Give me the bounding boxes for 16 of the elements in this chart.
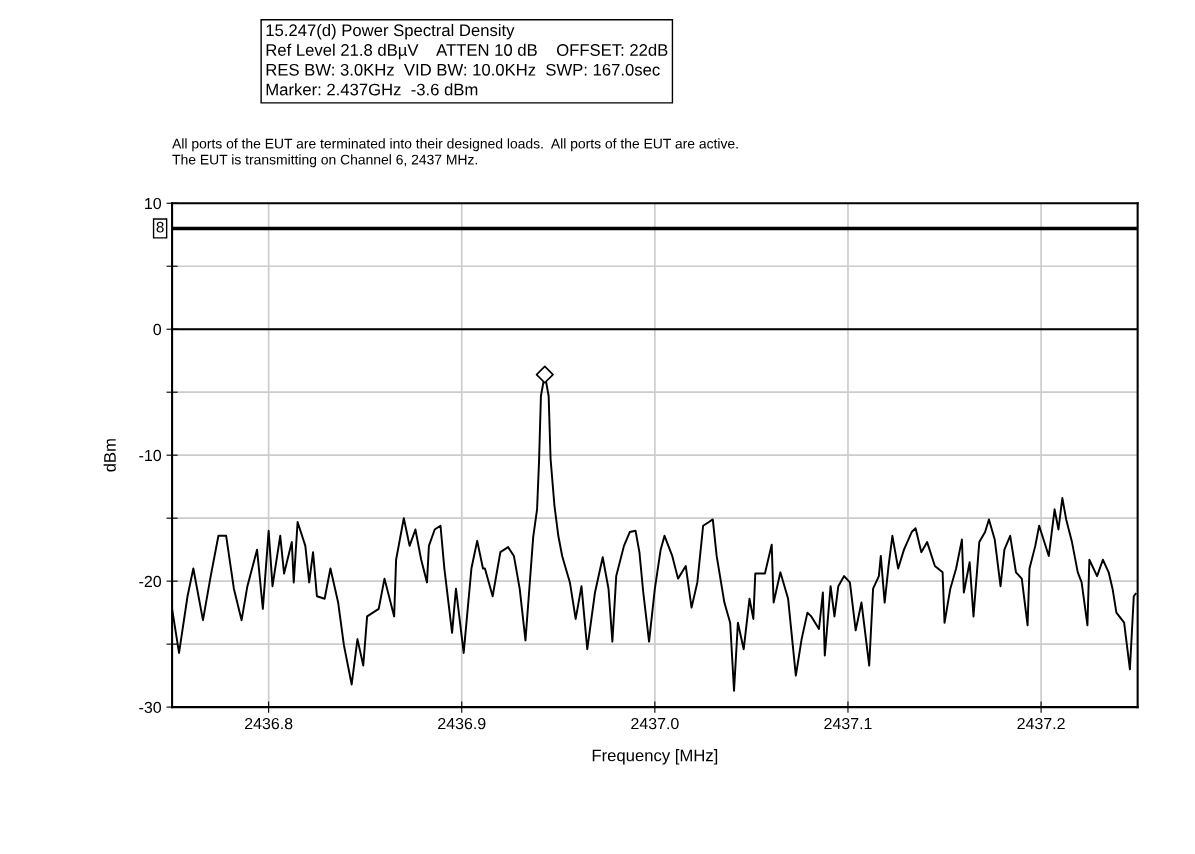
chart-subtitle: Ref Level 21.8 dBµV ATTEN 10 dB OFFSET: 22dB RES BW: 3.0KHz VID BW: 10.0KHz SWP: 167.0sec Marker: 2.437GHz -3.6 dBm — [266, 43, 668, 96]
y-tick-label: -20 — [139, 575, 162, 588]
y-axis-title: dBm — [103, 439, 116, 472]
chart-title: 15.247(d) Power Spectral Density — [266, 23, 515, 40]
y-tick-label: 0 — [153, 323, 162, 336]
x-tick-label: 2437.0 — [631, 717, 679, 730]
x-axis-title: Frequency [MHz] — [592, 749, 718, 765]
ref-line-label: 8 — [156, 221, 164, 233]
y-tick-label: -10 — [139, 449, 162, 462]
x-tick-label: 2436.9 — [438, 717, 486, 730]
x-tick-label: 2437.1 — [824, 717, 872, 730]
text: All ports of the EUT are terminated into their designed loads. All ports of the EUT are active. The EUT is transmitting on Channel 6, 2437 MHz. — [172, 138, 738, 168]
x-tick-label: 2436.8 — [245, 717, 293, 730]
y-tick-label: -30 — [139, 701, 162, 714]
x-tick-label: 2437.2 — [1017, 717, 1065, 730]
y-tick-label: 10 — [145, 197, 162, 210]
